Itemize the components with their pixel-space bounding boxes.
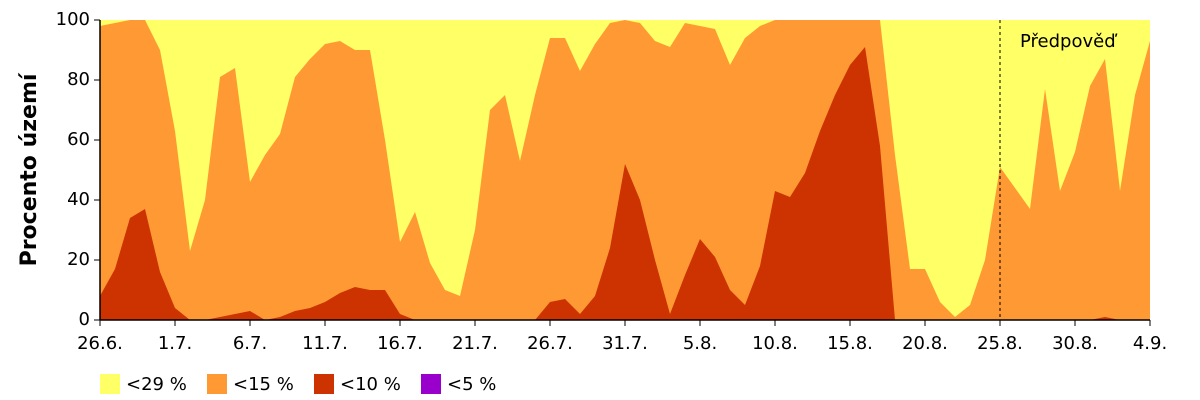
x-tick-label: 26.6. [77, 333, 123, 354]
x-tick-label: 16.7. [377, 333, 423, 354]
x-tick-label: 10.8. [752, 333, 798, 354]
y-axis-label: Procento území [17, 72, 42, 266]
x-tick-label: 30.8. [1052, 333, 1098, 354]
annotation: Předpověď [1020, 31, 1118, 52]
x-tick-label: 1.7. [158, 333, 192, 354]
x-tick-label: 20.8. [902, 333, 948, 354]
x-tick-label: 6.7. [233, 333, 267, 354]
y-tick-label: 100 [56, 9, 90, 30]
legend-swatch [207, 374, 227, 394]
legend-swatch [100, 374, 120, 394]
legend-swatch [421, 374, 441, 394]
legend-label: <5 % [447, 374, 496, 395]
x-tick-label: 21.7. [452, 333, 498, 354]
legend-label: <15 % [233, 374, 294, 395]
y-tick-label: 0 [79, 309, 90, 330]
x-tick-label: 25.8. [977, 333, 1023, 354]
x-tick-label: 5.8. [683, 333, 717, 354]
area [100, 47, 1150, 320]
x-tick-label: 15.8. [827, 333, 873, 354]
y-tick-label: 20 [67, 249, 90, 270]
x-tick-label: 26.7. [527, 333, 573, 354]
x-tick-label: 31.7. [602, 333, 648, 354]
legend-swatch [314, 374, 334, 394]
y-tick-label: 60 [67, 129, 90, 150]
y-tick-label: 80 [67, 69, 90, 90]
x-tick-label: 4.9. [1133, 333, 1167, 354]
y-tick-label: 40 [67, 189, 90, 210]
legend-label: <10 % [340, 374, 401, 395]
x-tick-label: 11.7. [302, 333, 348, 354]
legend-label: <29 % [126, 374, 187, 395]
